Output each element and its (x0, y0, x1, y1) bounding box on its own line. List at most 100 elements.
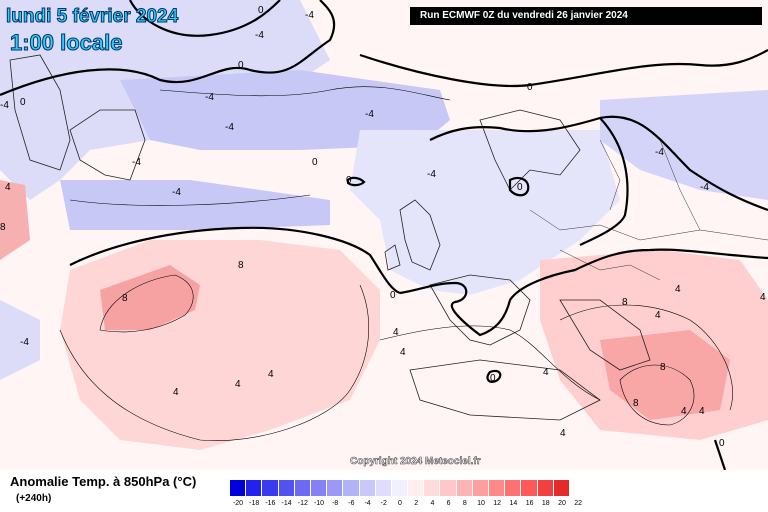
contour-label: 4 (5, 182, 11, 193)
color-scale-label: -16 (265, 500, 276, 507)
color-scale-label: 14 (509, 500, 518, 507)
contour-label: -4 (305, 10, 314, 21)
contour-label: 4 (699, 406, 705, 417)
isolines (59, 86, 733, 441)
color-scale-label: 0 (398, 500, 402, 507)
color-swatch (375, 480, 392, 496)
contour-label: 4 (400, 347, 406, 358)
contour-label: 8 (122, 293, 128, 304)
warm-anomaly-areas (0, 180, 768, 450)
contour-label: -4 (132, 157, 141, 168)
contour-label: -4 (255, 30, 264, 41)
color-scale-label: 12 (493, 500, 502, 507)
color-swatch (310, 480, 328, 496)
contour-label: -4 (225, 122, 234, 133)
contour-label: 0 (517, 182, 523, 193)
contour-label: 4 (760, 292, 766, 303)
contour-label: 0 (390, 290, 396, 301)
contour-label: 0 (490, 373, 496, 384)
color-swatch (489, 480, 506, 496)
country-borders (529, 139, 768, 281)
color-swatch (553, 480, 570, 496)
forecast-date-title: lundi 5 février 2024 (5, 6, 179, 28)
contour-label: -4 (427, 169, 436, 180)
color-swatch (278, 480, 295, 496)
contour-label: 4 (268, 369, 274, 380)
color-scale-label: 2 (414, 500, 419, 507)
color-swatch (327, 480, 344, 496)
contour-label: 0 (312, 157, 318, 168)
color-swatch (537, 480, 554, 496)
contour-label: 4 (543, 367, 549, 378)
contour-label: -4 (365, 109, 374, 120)
forecast-time-title: 1:00 locale (10, 30, 124, 56)
color-scale-label: -18 (249, 500, 260, 507)
color-scale-label: 8 (462, 500, 467, 507)
contour-label: -4 (20, 337, 29, 348)
contour-label: -4 (205, 92, 214, 103)
contour-label: -4 (700, 182, 709, 193)
color-scale-label: -12 (297, 500, 308, 507)
color-swatch (343, 480, 360, 496)
contour-label: 8 (660, 362, 666, 373)
color-swatch (440, 480, 457, 496)
contour-label: 4 (173, 387, 179, 398)
contour-label: 8 (633, 398, 639, 409)
color-scale-label: 18 (541, 500, 550, 507)
color-scale-label: -10 (313, 500, 325, 507)
contour-label: 0 (527, 82, 533, 93)
color-swatch (521, 480, 538, 496)
contour-label: 0 (346, 175, 352, 186)
color-scale-label: -8 (332, 500, 339, 507)
anomaly-map: 0 0 0 0 0 0 0 0 0 0 -4 -4 -4 -4 -4 -4 -4… (0, 0, 768, 470)
color-scale-label: 20 (558, 500, 566, 507)
contour-label: 8 (238, 260, 244, 271)
contour-label: 8 (622, 297, 628, 308)
color-swatch (424, 480, 441, 496)
color-swatch (262, 480, 279, 496)
color-scale-label: 10 (477, 500, 485, 507)
contour-label: 4 (235, 379, 241, 390)
run-info-banner: Run ECMWF 0Z du vendredi 26 janvier 2024 (410, 7, 762, 25)
contour-label: -4 (0, 100, 9, 111)
color-scale-label: -20 (232, 500, 244, 507)
color-swatch (359, 480, 376, 496)
color-scale-label: -4 (364, 500, 371, 507)
color-scale-label: 6 (446, 500, 451, 507)
contour-label: 0 (20, 97, 26, 108)
color-scale-labels: -20 -18 -16 -14 -12 -10 -8 -6 -4 -2 0 2 4 6 8 10 12 14 16 1… (230, 500, 582, 510)
contour-label: 0 (719, 438, 725, 449)
color-scale-bar (230, 480, 570, 496)
legend-title: Anomalie Temp. à 850hPa (°C) (10, 474, 197, 489)
color-swatch (391, 480, 409, 496)
color-swatch (472, 480, 489, 496)
copyright-watermark: Copyright 2024 Meteociel.fr (350, 456, 481, 468)
color-scale-label: 16 (525, 500, 534, 507)
color-scale-label: -14 (281, 500, 292, 507)
color-swatch (294, 480, 311, 496)
color-scale-label: -2 (380, 500, 387, 507)
coastlines (9, 54, 651, 421)
zero-isotherm (0, 0, 768, 470)
contour-label: -4 (172, 187, 181, 198)
contour-label: 8 (0, 222, 6, 233)
color-swatch (230, 480, 247, 496)
cold-anomaly-areas (0, 0, 768, 380)
contour-label: -4 (655, 147, 664, 158)
color-scale-label: 22 (574, 500, 583, 507)
contour-label: 4 (655, 310, 661, 321)
color-swatch (456, 480, 473, 496)
contour-labels: 0 0 0 0 0 0 0 0 0 0 -4 -4 -4 -4 -4 -4 -4… (0, 5, 766, 449)
color-swatch (246, 480, 263, 496)
contour-label: 4 (675, 284, 681, 295)
color-scale-label: -6 (348, 500, 355, 507)
color-swatch (505, 480, 522, 496)
legend-subtitle: (+240h) (16, 493, 52, 504)
color-swatch (408, 480, 425, 496)
contour-label: 0 (238, 60, 244, 71)
color-scale-label: 4 (430, 500, 435, 507)
contour-label: 4 (681, 406, 687, 417)
contour-label: 0 (258, 5, 264, 16)
contour-label: 4 (560, 428, 566, 439)
contour-label: 4 (393, 327, 399, 338)
